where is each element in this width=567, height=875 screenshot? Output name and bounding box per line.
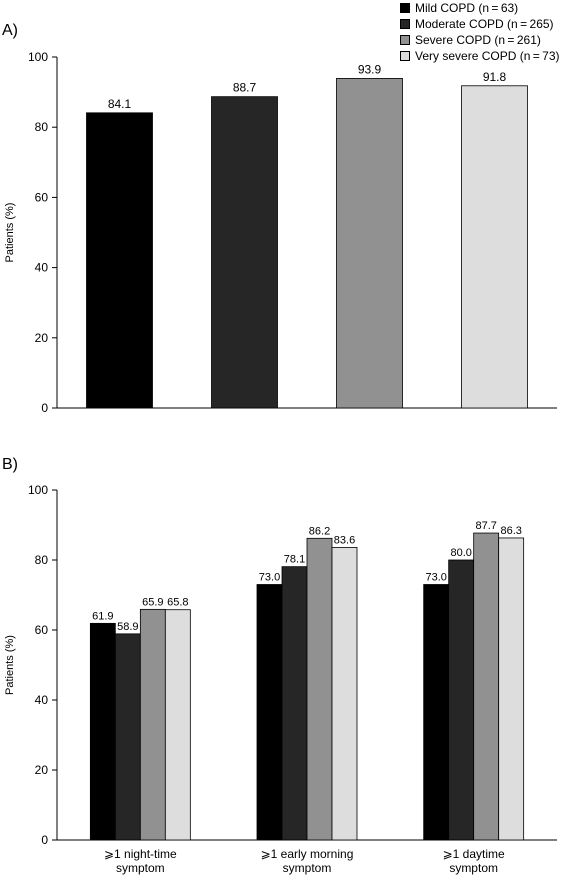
panel-a-y-tick-label: 40 xyxy=(35,261,49,275)
panel-b-y-tick-label: 80 xyxy=(35,553,49,567)
panel-b-bar xyxy=(164,609,191,841)
panel-a-bar xyxy=(86,112,153,409)
panel-b-category-label: ⩾1 daytime xyxy=(443,847,505,861)
panel-b-value-label: 65.9 xyxy=(142,596,163,608)
panel-b-category-label: ⩾1 night-time xyxy=(104,847,177,861)
panel-a-label: A) xyxy=(2,22,18,39)
panel-b-bar xyxy=(448,559,475,841)
panel-b-y-tick-label: 40 xyxy=(35,693,49,707)
panel-b-y-tick-label: 20 xyxy=(35,763,49,777)
panel-b-y-tick-label: 100 xyxy=(28,483,48,497)
legend-swatch-moderate xyxy=(400,19,410,29)
panel-a-y-tick-label: 20 xyxy=(35,331,49,345)
panel-b-bar xyxy=(306,537,333,841)
panel-b-bar xyxy=(423,584,450,841)
panel-a-bar xyxy=(211,96,278,409)
panel-b-value-label: 58.9 xyxy=(117,621,138,633)
panel-a-value-label: 91.8 xyxy=(483,70,507,84)
panel-a-y-tick-label: 100 xyxy=(28,50,48,64)
legend-label-moderate: Moderate COPD (n = 265) xyxy=(415,17,554,31)
panel-b-value-label: 73.0 xyxy=(259,572,280,584)
legend: Mild COPD (n = 63) Moderate COPD (n = 26… xyxy=(400,0,560,64)
panel-b-value-label: 83.6 xyxy=(334,534,355,546)
panel-b-y-axis-title: Patients (%) xyxy=(4,635,16,695)
panel-b-bar xyxy=(331,547,358,841)
panel-a-y-tick-label: 0 xyxy=(41,401,48,415)
panel-a-bar xyxy=(461,85,528,409)
panel-b-bar xyxy=(139,608,166,841)
panel-a-y-tick-label: 80 xyxy=(35,120,49,134)
panel-b-bar xyxy=(89,622,116,841)
panel-b-value-label: 78.1 xyxy=(284,554,305,566)
panel-a-bar xyxy=(336,78,403,409)
panel-b-label: B) xyxy=(2,456,18,473)
legend-label-mild: Mild COPD (n = 63) xyxy=(415,1,519,15)
legend-swatch-mild xyxy=(400,3,410,13)
legend-swatch-severe xyxy=(400,35,410,45)
panel-b-bar xyxy=(281,566,308,841)
panel-b-value-label: 86.2 xyxy=(309,525,330,537)
panel-a-y-axis-title: Patients (%) xyxy=(4,203,16,263)
panel-b-value-label: 73.0 xyxy=(425,572,446,584)
legend-item-mild: Mild COPD (n = 63) xyxy=(400,0,560,16)
panel-b-bar xyxy=(473,532,500,841)
legend-label-very-severe: Very severe COPD (n = 73) xyxy=(415,49,560,63)
panel-b-category-label: ⩾1 early morning xyxy=(261,847,354,861)
legend-item-severe: Severe COPD (n = 261) xyxy=(400,32,560,48)
legend-item-moderate: Moderate COPD (n = 265) xyxy=(400,16,560,32)
panel-b-value-label: 80.0 xyxy=(450,547,471,559)
panel-b-category-label: symptom xyxy=(116,861,165,875)
panel-a-y-tick-label: 60 xyxy=(35,190,49,204)
panel-b-value-label: 86.3 xyxy=(500,525,521,537)
panel-b-bar xyxy=(498,537,525,841)
panel-a-value-label: 93.9 xyxy=(358,62,382,76)
panel-b-category-label: symptom xyxy=(449,861,498,875)
panel-b-y-tick-label: 60 xyxy=(35,623,49,637)
panel-b-category-label: symptom xyxy=(283,861,332,875)
panel-b-bar xyxy=(114,633,141,841)
panel-b-bar xyxy=(256,584,283,841)
panel-a-value-label: 88.7 xyxy=(233,81,257,95)
legend-label-severe: Severe COPD (n = 261) xyxy=(415,33,541,47)
panel-a-value-label: 84.1 xyxy=(108,97,132,111)
panel-b-y-tick-label: 0 xyxy=(41,833,48,847)
panel-b-value-label: 87.7 xyxy=(475,520,496,532)
panel-b-value-label: 61.9 xyxy=(92,610,113,622)
legend-swatch-very-severe xyxy=(400,51,410,61)
panel-b-value-label: 65.8 xyxy=(167,597,188,609)
legend-item-very-severe: Very severe COPD (n = 73) xyxy=(400,48,560,64)
